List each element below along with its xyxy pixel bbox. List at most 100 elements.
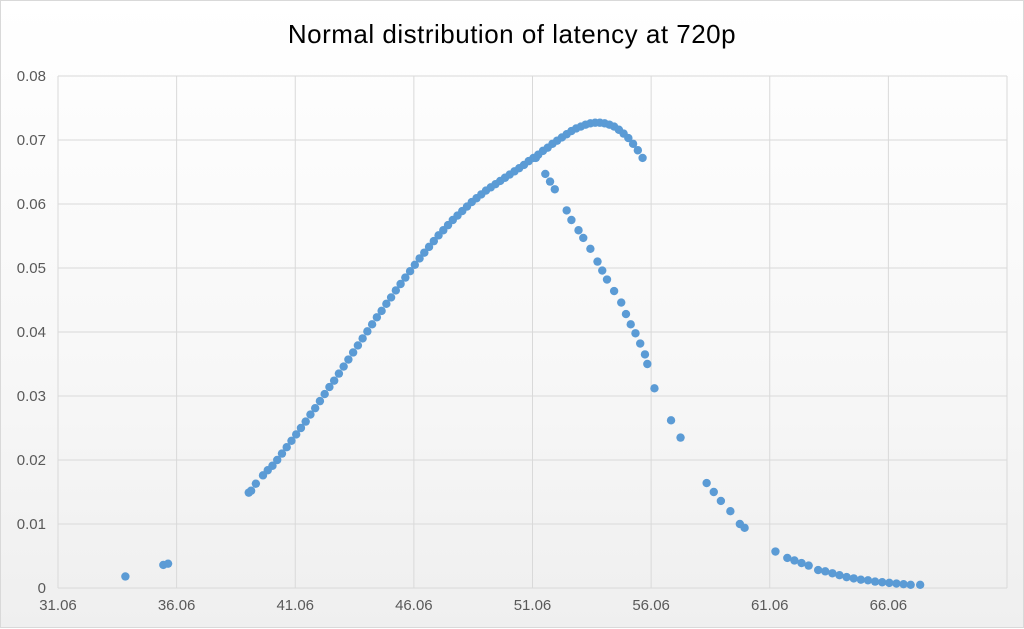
data-point: [377, 306, 386, 316]
data-point: [631, 329, 640, 338]
data-point: [382, 299, 391, 309]
data-point: [676, 433, 685, 442]
data-point: [624, 133, 633, 143]
data-point: [906, 580, 915, 589]
data-point: [363, 327, 372, 336]
data-point: [828, 569, 837, 578]
data-point: [353, 341, 363, 350]
data-point: [541, 169, 550, 179]
data-point: [310, 403, 320, 413]
y-tick-label: 0.01: [17, 516, 46, 533]
data-point: [628, 139, 638, 149]
data-point: [306, 410, 315, 419]
data-point: [593, 257, 602, 266]
data-point: [626, 320, 635, 329]
data-point: [545, 177, 555, 186]
data-point: [334, 369, 344, 378]
data-point: [396, 279, 405, 289]
data-point: [813, 565, 823, 575]
gridlines: [57, 75, 1008, 589]
data-point: [835, 571, 844, 580]
data-point: [726, 507, 735, 516]
tick-labels: 0 0.01 0.02 0.03 0.04 0.05 0.06 0.07 0.08 31.06 36…: [17, 68, 907, 614]
data-point: [348, 348, 358, 357]
data-point: [640, 350, 650, 359]
data-point: [638, 153, 647, 163]
chart-title: Normal distribution of latency at 720p: [287, 19, 737, 49]
x-tick-label: 51.06: [514, 597, 552, 614]
x-tick-label: 46.06: [395, 597, 433, 614]
data-point: [287, 436, 296, 445]
data-point: [804, 561, 813, 570]
data-point: [666, 416, 676, 425]
x-tick-label: 31.06: [39, 597, 77, 614]
data-point: [892, 579, 901, 588]
data-point: [329, 376, 339, 385]
data-point: [716, 496, 726, 506]
data-point: [282, 443, 291, 452]
data-point: [633, 146, 643, 155]
data-point: [579, 233, 588, 243]
data-point: [358, 334, 367, 343]
data-point: [391, 286, 401, 295]
x-tick-label: 61.06: [751, 597, 789, 614]
y-tick-label: 0.06: [17, 196, 46, 213]
data-point: [621, 309, 631, 319]
data-point: [885, 578, 894, 588]
data-point: [121, 572, 130, 581]
data-point: [550, 185, 560, 194]
data-point: [320, 389, 329, 399]
data-point: [643, 359, 652, 369]
data-point: [797, 558, 806, 568]
y-tick-label: 0.05: [17, 260, 46, 277]
data-point: [602, 275, 612, 284]
y-tick-label: 0.02: [17, 452, 46, 469]
data-point: [863, 576, 873, 585]
data-point: [296, 423, 306, 433]
data-points: [121, 118, 925, 589]
data-point: [246, 486, 256, 495]
data-point: [163, 559, 173, 568]
y-tick-label: 0.04: [17, 324, 46, 341]
data-point: [562, 206, 571, 215]
x-tick-label: 66.06: [870, 597, 908, 614]
data-point: [273, 455, 282, 465]
data-point: [424, 242, 434, 252]
data-point: [783, 553, 792, 563]
data-point: [367, 320, 377, 329]
y-tick-label: 0.03: [17, 388, 46, 405]
data-point: [420, 248, 429, 257]
data-point: [740, 523, 749, 533]
y-tick-label: 0.07: [17, 132, 46, 149]
data-point: [790, 556, 799, 565]
data-point: [609, 286, 619, 296]
y-tick-label: 0.08: [17, 68, 46, 85]
data-point: [301, 417, 310, 426]
data-point: [771, 547, 780, 556]
data-point: [856, 575, 866, 584]
data-point: [849, 574, 858, 583]
data-point: [415, 254, 424, 263]
data-point: [915, 580, 925, 589]
data-point: [344, 355, 353, 364]
data-point: [650, 384, 659, 393]
data-point: [709, 487, 718, 497]
data-point: [870, 577, 880, 586]
data-point: [277, 449, 287, 458]
data-point: [617, 298, 626, 307]
data-point: [899, 579, 908, 589]
data-point: [702, 478, 711, 488]
data-point: [401, 273, 410, 282]
data-point: [339, 362, 348, 371]
x-tick-label: 41.06: [276, 597, 314, 614]
data-point: [821, 567, 830, 576]
data-point: [268, 461, 277, 470]
data-point: [405, 267, 415, 276]
data-point: [567, 215, 576, 225]
data-point: [291, 430, 301, 439]
data-point: [325, 382, 334, 392]
data-point: [429, 236, 439, 246]
data-point: [410, 260, 420, 269]
x-tick-label: 56.06: [632, 597, 670, 614]
